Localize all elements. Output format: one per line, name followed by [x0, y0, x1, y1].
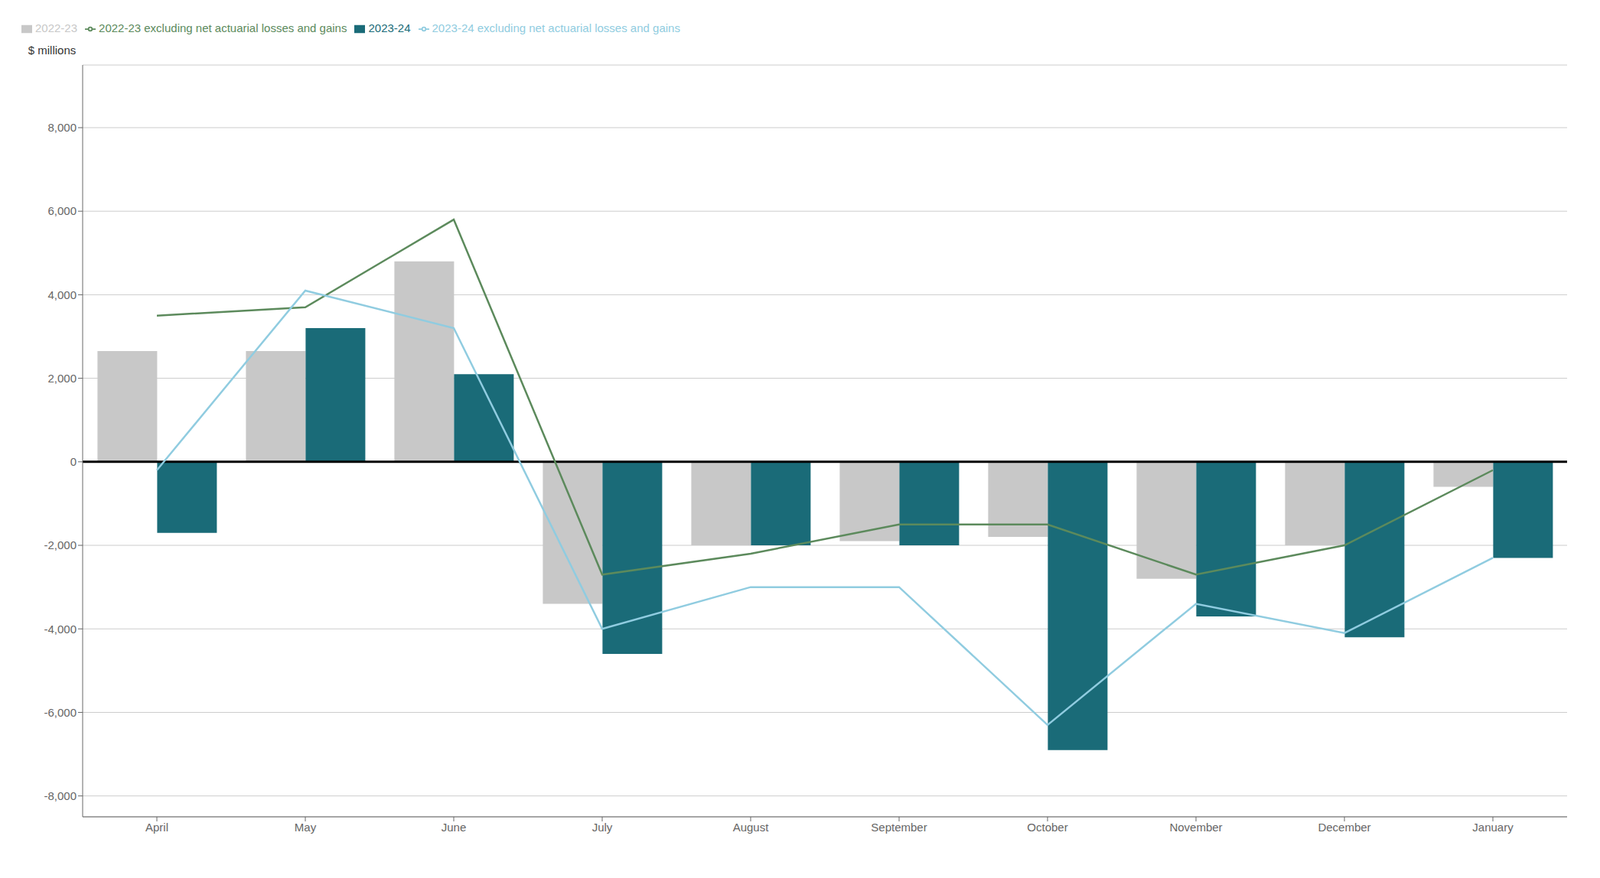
svg-text:November: November [1169, 821, 1222, 835]
svg-text:May: May [294, 821, 317, 835]
svg-text:8,000: 8,000 [47, 120, 77, 134]
svg-text:$ millions: $ millions [28, 43, 77, 57]
svg-text:6,000: 6,000 [47, 204, 77, 218]
svg-text:4,000: 4,000 [47, 288, 77, 302]
svg-text:December: December [1317, 821, 1371, 835]
html-text:2023-24 excluding net actuaria: 2023-24 excluding net actuarial losses a… [431, 21, 681, 35]
svg-text:-2,000: -2,000 [43, 538, 77, 552]
svg-text:October: October [1026, 821, 1068, 835]
svg-text:August: August [733, 821, 770, 835]
svg-text:0: 0 [70, 455, 77, 469]
svg-text:September: September [870, 821, 927, 835]
svg-text:-8,000: -8,000 [43, 789, 77, 803]
html-text:2022-23 excluding net actuaria: 2022-23 excluding net actuarial losses a… [98, 21, 348, 35]
svg-text:April: April [145, 821, 169, 835]
html-text:2023-24: 2023-24 [368, 21, 411, 35]
svg-text:-4,000: -4,000 [43, 622, 77, 636]
svg-text:January: January [1472, 821, 1514, 835]
html-text:2022-23: 2022-23 [35, 21, 78, 35]
svg-text:June: June [441, 821, 467, 835]
svg-text:-6,000: -6,000 [43, 706, 77, 720]
svg-text:2,000: 2,000 [47, 371, 77, 385]
svg-text:July: July [592, 821, 613, 835]
